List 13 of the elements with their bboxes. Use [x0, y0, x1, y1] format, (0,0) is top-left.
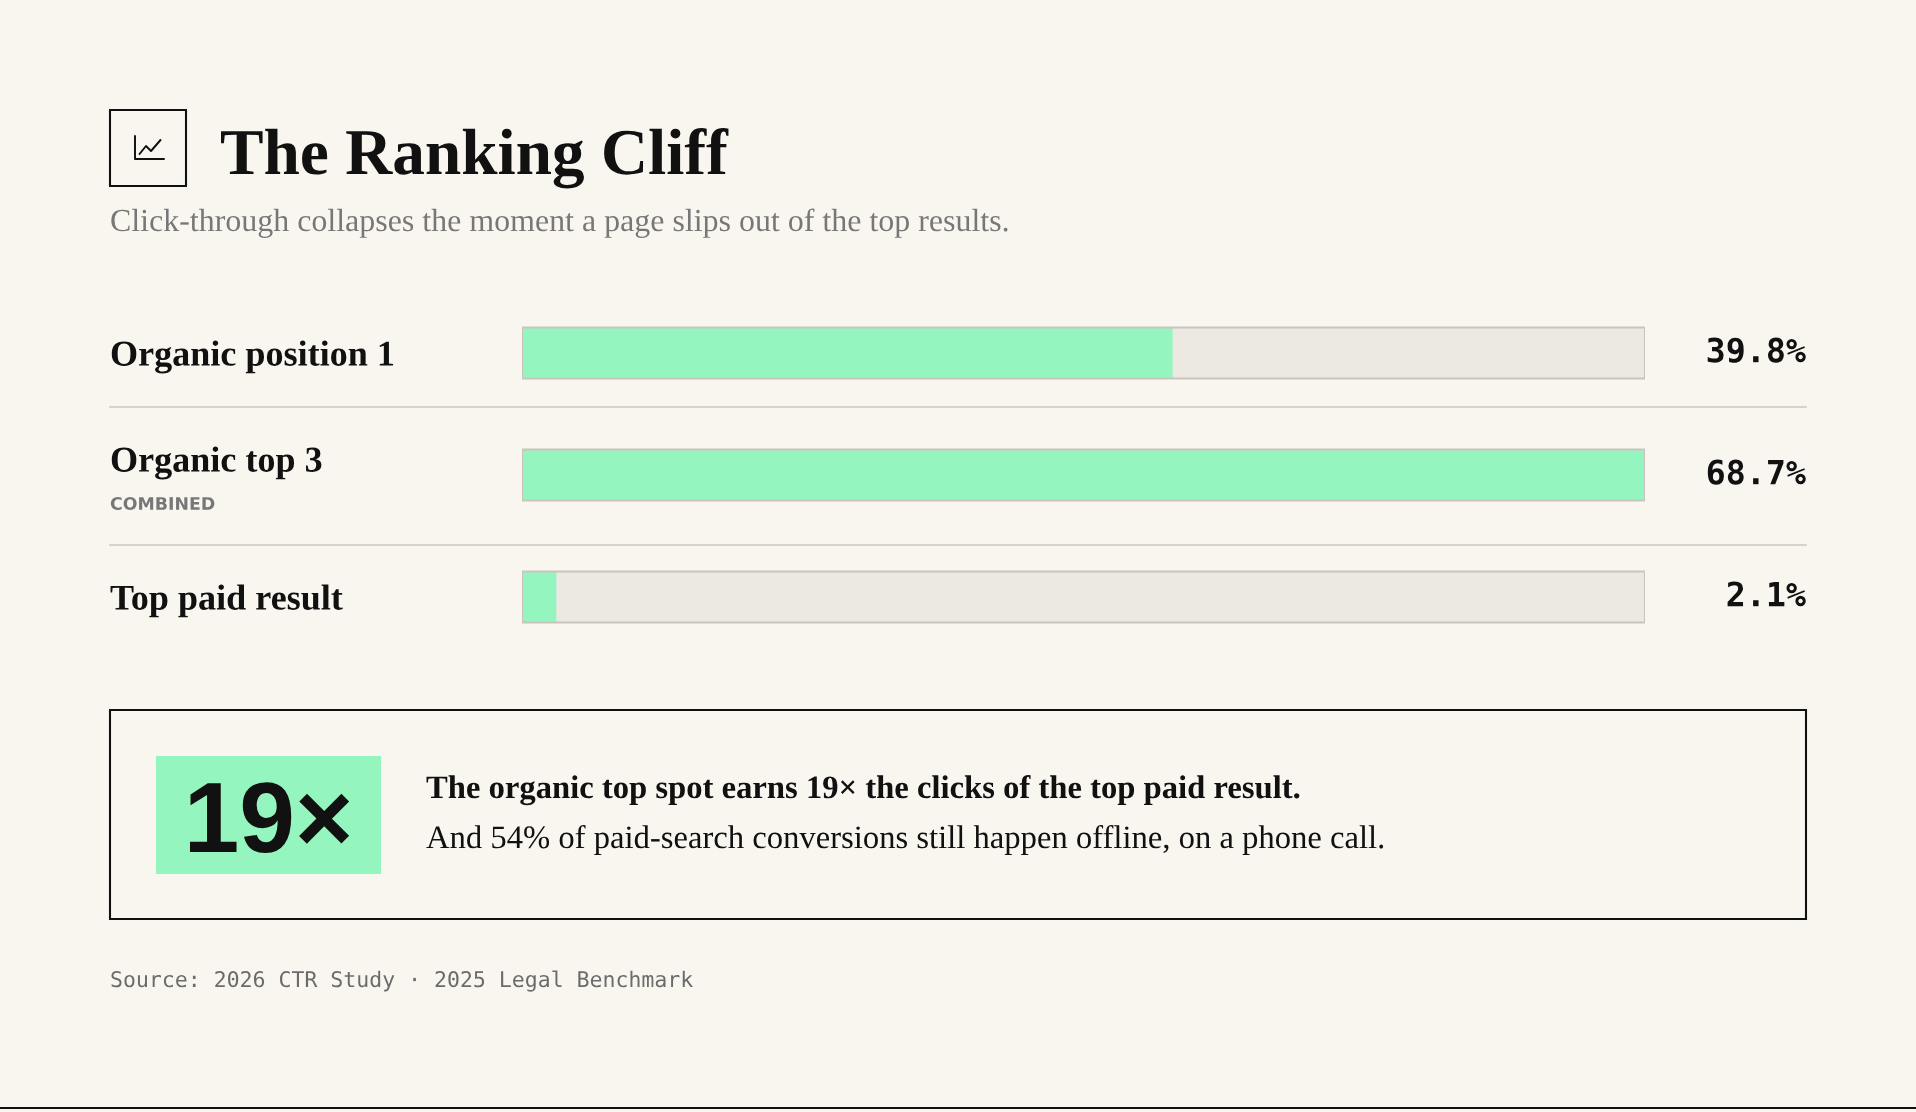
text: COMBINED — [110, 496, 215, 511]
text: 19× — [189, 782, 350, 853]
text: The organic top spot earns 19× the clicks of the top paid result. — [426, 775, 1300, 806]
data-label: 68.7% — [1707, 459, 1806, 485]
data-label: 39.8% — [1707, 337, 1806, 363]
y-tick-label: Top paid result — [110, 584, 343, 618]
chart-subtitle: Click-through collapses the moment a page slips out of the top results. — [111, 208, 1008, 238]
y-tick-label: Organic top 3 — [111, 446, 322, 480]
y-tick-label: Organic position 1 — [111, 340, 394, 374]
text: And 54% of paid-search conversions still happen offline, on a phone call. — [426, 825, 1384, 855]
source-note: Source: 2026 CTR Study · 2025 Legal Benchmark — [111, 970, 693, 992]
data-label: 2.1% — [1727, 581, 1806, 607]
chart-title: The Ranking Cliff — [221, 128, 729, 189]
